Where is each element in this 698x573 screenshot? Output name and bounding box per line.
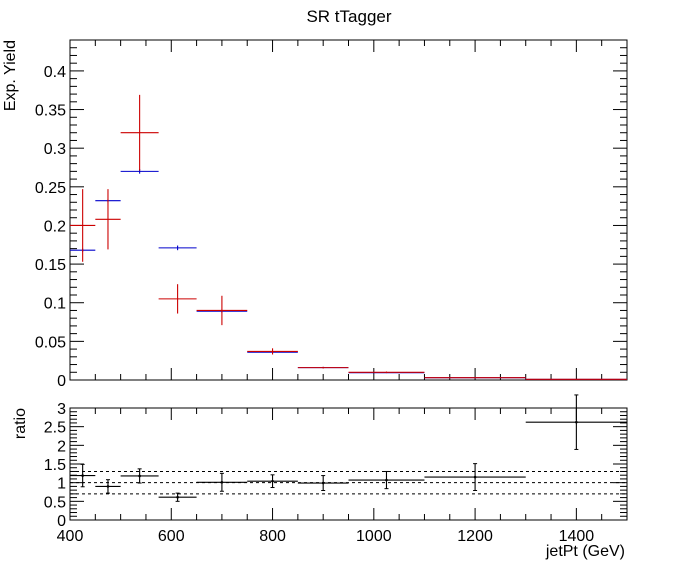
main-y-tick-label: 0.05 (35, 334, 66, 351)
ratio-point-marker (220, 480, 224, 484)
ratio-point-marker (176, 495, 179, 499)
ratio-point-marker (385, 478, 388, 482)
ratio-y-tick-label: 3 (57, 401, 66, 418)
ratio-y-tick-label: 2.5 (44, 420, 66, 437)
ratio-panel-frame (69, 407, 628, 521)
main-panel-frame (69, 39, 628, 381)
ratio-y-tick-label: 1.5 (44, 457, 66, 474)
main-y-tick-label: 0.15 (35, 257, 66, 274)
main-axis-ticks: 0 0.05 0.1 0.15 0.2 0.25 0.3 0.35 0.4 (35, 39, 628, 390)
ratio-data-points (70, 394, 627, 502)
ratio-point-marker (473, 475, 477, 479)
ratio-y-axis-label: ratio (12, 408, 29, 439)
x-tick-label: 600 (158, 528, 185, 545)
ratio-point-marker (81, 474, 84, 477)
main-y-tick-label: 0.4 (44, 64, 66, 81)
main-y-tick-label: 0.35 (35, 103, 66, 120)
ratio-y-tick-label: 0.5 (44, 494, 66, 511)
ratio-y-tick-label: 1 (57, 476, 66, 493)
main-y-axis-label: Exp. Yield (2, 40, 19, 111)
x-tick-label: 1200 (457, 528, 493, 545)
ratio-point-marker (138, 474, 141, 478)
x-axis-label: jetPt (GeV) (545, 543, 625, 560)
ratio-point-marker (271, 479, 274, 483)
x-tick-label: 1400 (559, 528, 595, 545)
ratio-y-tick-label: 2 (57, 438, 66, 455)
x-tick-label: 800 (259, 528, 286, 545)
main-panel: 0 0.05 0.1 0.15 0.2 0.25 0.3 0.35 0.4 Exp. Yield (2, 39, 628, 390)
ratio-point-marker (321, 481, 325, 485)
x-tick-label: 400 (57, 528, 84, 545)
main-y-tick-label: 0.2 (44, 218, 66, 235)
main-data-points (70, 94, 627, 380)
main-y-tick-label: 0.25 (35, 180, 66, 197)
main-y-tick-label: 0.1 (44, 296, 66, 313)
ratio-y-tick-label: 0 (57, 513, 66, 530)
main-y-tick-label: 0.3 (44, 141, 66, 158)
ratio-point-marker (575, 420, 578, 424)
x-tick-label: 1000 (356, 528, 392, 545)
ratio-point-marker (106, 485, 110, 488)
ratio-axis-ticks: 0 0.51 1.5 22.5 3 400 600 800 1000 1200 1400 (44, 401, 628, 545)
chart-title: SR tTagger (306, 7, 391, 26)
main-y-tick-label: 0 (57, 373, 66, 390)
ratio-panel: 0 0.51 1.5 22.5 3 400 600 800 1000 1200 1400 ratio… (12, 394, 628, 560)
